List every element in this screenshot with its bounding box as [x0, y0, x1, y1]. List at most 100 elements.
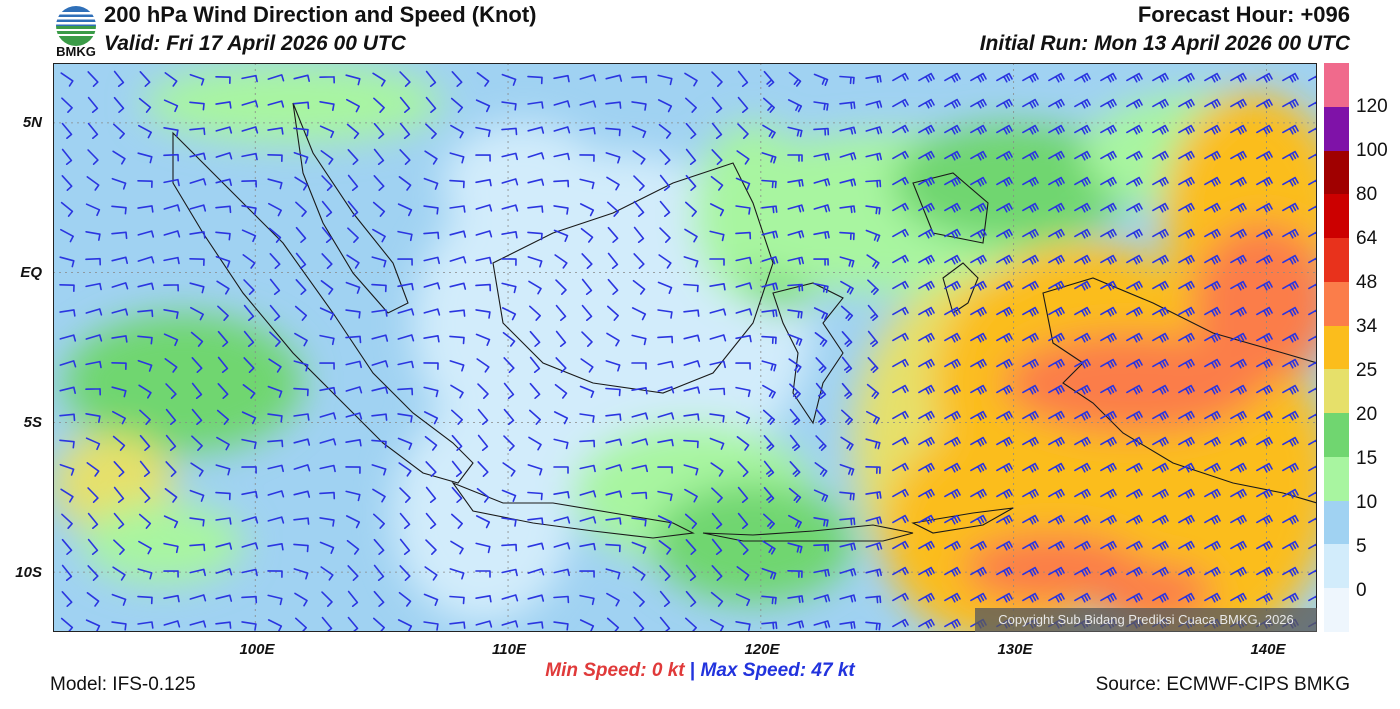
wind-barb [85, 203, 101, 217]
wind-barb [1230, 436, 1247, 447]
wind-barb [633, 226, 645, 243]
wind-barb [476, 487, 490, 503]
wind-barb [527, 542, 545, 550]
wind-barb [163, 127, 179, 137]
wind-barb [1100, 514, 1117, 525]
wind-barb [528, 280, 542, 295]
wind-barb [1100, 150, 1117, 161]
wind-barb [137, 256, 155, 264]
wind-barb [892, 514, 909, 524]
wind-barb [840, 436, 854, 451]
wind-barb [1282, 436, 1299, 447]
wind-barb [1100, 202, 1117, 213]
wind-barb [1308, 204, 1317, 212]
wind-barb [319, 362, 335, 370]
wind-barb [163, 620, 181, 628]
wind-barb [1256, 150, 1273, 161]
wind-barb [215, 464, 231, 476]
wind-map[interactable] [53, 63, 1317, 632]
wind-barb [839, 152, 857, 161]
speed-separator: | [689, 660, 696, 681]
wind-barb [789, 383, 801, 399]
wind-barb [191, 408, 203, 425]
wind-barb [996, 566, 1013, 577]
wind-barb [1204, 306, 1221, 317]
wind-barb [553, 595, 570, 604]
wind-barb [138, 540, 152, 555]
wind-barb [372, 201, 386, 217]
colorbar-segment [1324, 369, 1349, 414]
wind-barb [761, 282, 779, 291]
max-speed-value: 47 kt [811, 660, 855, 681]
wind-barb [139, 487, 151, 503]
wind-barb [1100, 306, 1117, 317]
wind-barb [399, 96, 411, 113]
wind-barb [1074, 488, 1091, 499]
wind-barb [373, 590, 385, 607]
wind-barb [865, 179, 882, 188]
wind-barb [839, 256, 855, 268]
wind-barb [839, 542, 856, 551]
wind-barb [501, 101, 517, 111]
wind-barb [215, 621, 232, 629]
wind-barb [1074, 306, 1091, 317]
wind-barb [527, 205, 544, 213]
wind-barb [503, 382, 515, 399]
wind-barb [1048, 176, 1065, 187]
wind-barb [841, 382, 853, 399]
wind-barb [553, 411, 569, 425]
wind-barb [61, 513, 73, 529]
wind-barb [659, 565, 671, 581]
wind-barb [450, 124, 464, 139]
wind-barb [605, 413, 622, 421]
wind-barb [1048, 384, 1065, 395]
wind-barb [163, 284, 179, 292]
wind-barb [87, 71, 99, 87]
wind-barb [1230, 488, 1247, 499]
wind-barb [242, 384, 256, 399]
wind-barb [61, 175, 73, 191]
wind-barb [163, 153, 179, 162]
wind-barb [399, 565, 411, 581]
wind-barb [918, 592, 935, 603]
wind-barb [606, 592, 620, 607]
wind-barb [345, 466, 361, 474]
wind-barb [215, 594, 233, 602]
wind-barb [319, 307, 335, 321]
wind-barb [1152, 280, 1169, 291]
colorbar-label-100: 100 [1356, 140, 1388, 161]
wind-barb [137, 205, 154, 213]
wind-barb [1230, 566, 1247, 577]
wind-barb [1152, 150, 1169, 161]
wind-barb [163, 594, 180, 603]
wind-barb [345, 439, 362, 447]
wind-barb [1126, 436, 1143, 447]
colorbar-segment [1324, 281, 1349, 327]
colorbar-segment [1324, 544, 1349, 589]
wind-barb [137, 309, 154, 318]
bmkg-logo-icon [56, 6, 96, 46]
wind-barb [788, 487, 802, 503]
wind-barb [631, 334, 647, 346]
wind-barb [59, 386, 76, 394]
malay-peninsula-coast [292, 102, 409, 314]
wind-barb [553, 229, 569, 242]
wind-barb [631, 125, 647, 138]
wind-barb [451, 460, 463, 477]
wind-barb [241, 229, 257, 243]
wind-barb [579, 594, 595, 606]
wind-barb [555, 357, 567, 373]
wind-barb [1048, 280, 1065, 291]
wind-barb [605, 101, 622, 109]
wind-barb [295, 226, 307, 243]
copyright-notice: Copyright Sub Bidang Prediksi Cuaca BMKG… [975, 608, 1317, 632]
initial-run: Initial Run: Mon 13 April 2026 00 UTC [979, 32, 1350, 55]
colorbar-label-25: 25 [1356, 360, 1378, 381]
wind-barb [658, 123, 672, 139]
wind-barb [1178, 254, 1195, 265]
wind-barb [1100, 384, 1117, 395]
wind-barb [866, 383, 880, 399]
colorbar-segment [1324, 106, 1349, 152]
wind-barb [814, 332, 828, 347]
lat-label-5n: 5N [22, 114, 42, 131]
